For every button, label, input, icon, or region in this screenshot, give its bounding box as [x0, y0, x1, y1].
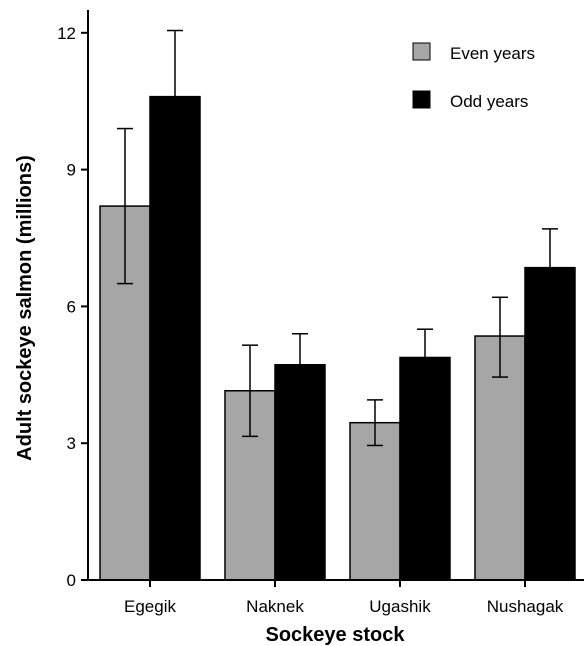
y-tick-label: 3 — [67, 434, 76, 453]
bar-odd-years-nushagak — [524, 266, 576, 581]
legend-label-even-years: Even years — [450, 44, 535, 63]
x-tick-label: Egegik — [124, 597, 176, 616]
bars-layer — [99, 95, 576, 581]
axes-layer — [87, 10, 584, 581]
x-tick-label: Ugashik — [369, 597, 431, 616]
x-tick-label: Nushagak — [487, 597, 564, 616]
error-bars-layer — [117, 29, 558, 447]
legend-swatch-odd-years — [412, 90, 431, 109]
legend-label-odd-years: Odd years — [450, 92, 528, 111]
x-ticks-layer: Egegik Naknek Ugashik Nushagak — [124, 580, 564, 616]
y-ticks-layer: 0 3 6 9 12 — [57, 24, 88, 590]
bar-odd-years-naknek — [274, 364, 326, 581]
bar-odd-years-ugashik — [399, 356, 451, 581]
bar-even-years-ugashik — [349, 421, 401, 581]
y-tick-label: 0 — [67, 571, 76, 590]
legend: Even years Odd years — [412, 42, 535, 111]
y-axis-title: Adult sockeye salmon (millions) — [14, 155, 36, 461]
y-tick-label: 12 — [57, 24, 76, 43]
y-tick-label: 9 — [67, 161, 76, 180]
legend-swatch-even-years — [412, 42, 431, 61]
bar-odd-years-egegik — [149, 95, 201, 581]
y-tick-label: 6 — [67, 297, 76, 316]
x-axis-title: Sockeye stock — [266, 624, 406, 646]
x-tick-label: Naknek — [246, 597, 304, 616]
